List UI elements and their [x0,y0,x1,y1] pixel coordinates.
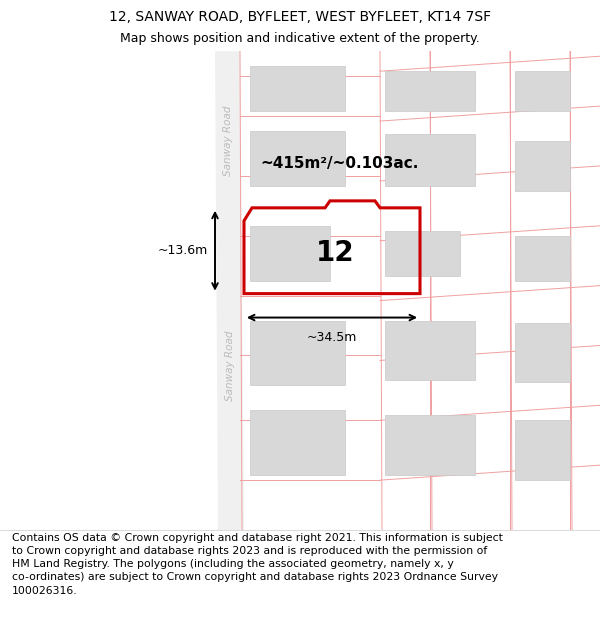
Text: 12: 12 [316,239,355,267]
Bar [515,420,570,480]
Bar [515,236,570,281]
Text: Sanway Road: Sanway Road [223,106,233,176]
Bar [515,71,570,111]
Bar [250,226,330,281]
Text: ~13.6m: ~13.6m [158,244,208,258]
Text: Map shows position and indicative extent of the property.: Map shows position and indicative extent… [120,32,480,45]
Text: ~34.5m: ~34.5m [307,331,357,344]
Text: 12, SANWAY ROAD, BYFLEET, WEST BYFLEET, KT14 7SF: 12, SANWAY ROAD, BYFLEET, WEST BYFLEET, … [109,10,491,24]
Polygon shape [215,51,244,530]
Bar [515,322,570,382]
Bar [385,231,460,276]
Bar [250,66,345,111]
Bar [250,131,345,186]
Bar [250,321,345,386]
Bar [385,71,475,111]
Bar [385,321,475,381]
Text: ~415m²/~0.103ac.: ~415m²/~0.103ac. [261,156,419,171]
Bar [385,134,475,186]
Text: Contains OS data © Crown copyright and database right 2021. This information is : Contains OS data © Crown copyright and d… [12,533,503,596]
Bar [385,415,475,475]
Bar [250,410,345,475]
Text: Sanway Road: Sanway Road [225,330,235,401]
Bar [515,141,570,191]
